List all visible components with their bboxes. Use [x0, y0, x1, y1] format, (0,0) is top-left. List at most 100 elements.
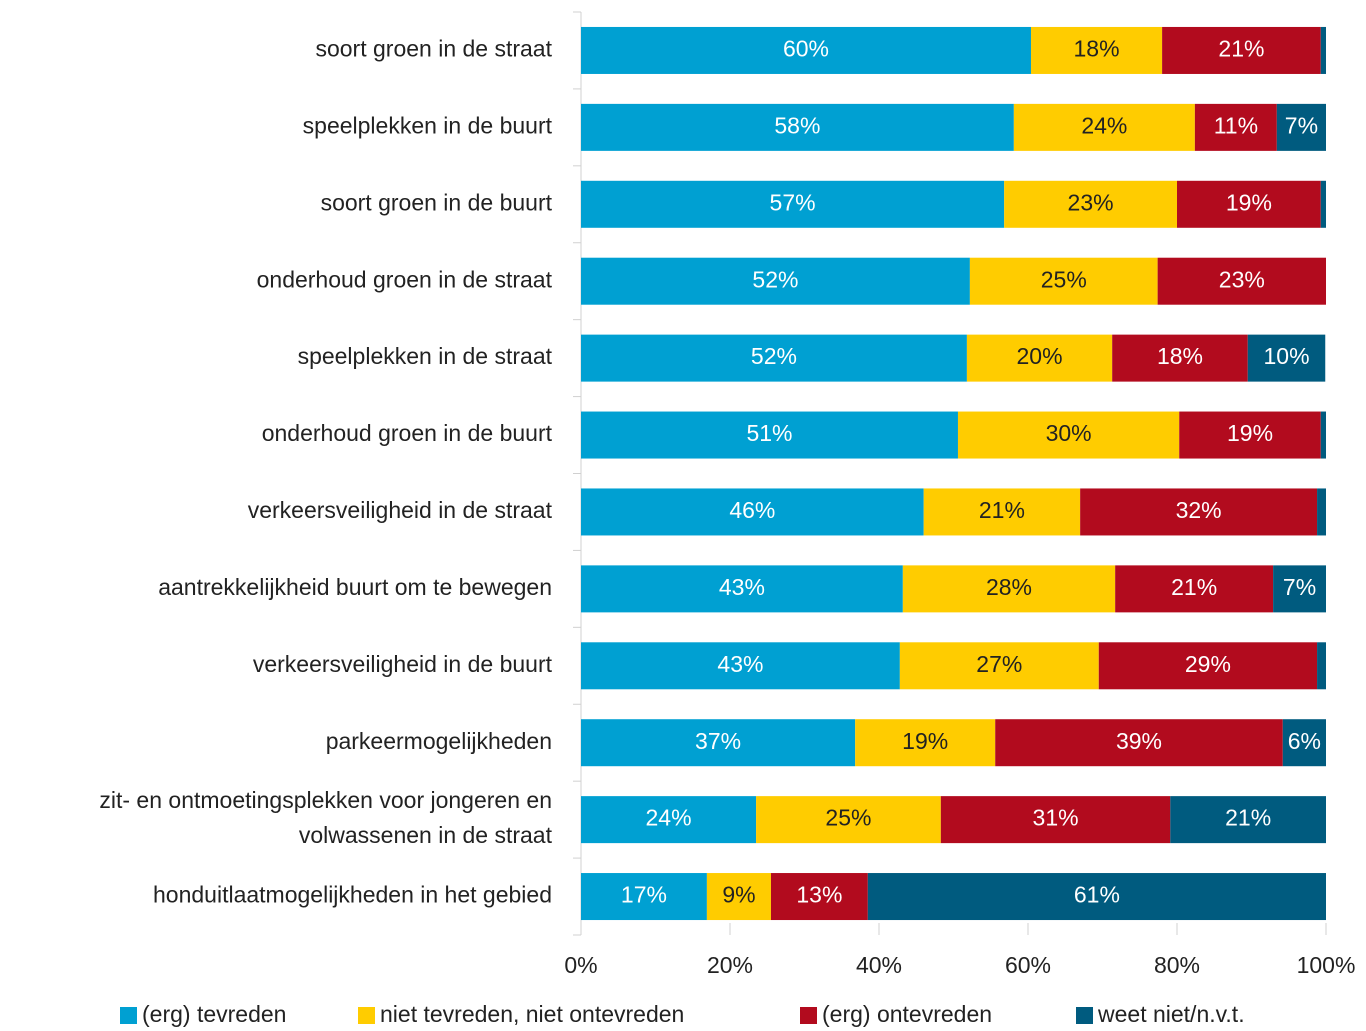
bar-value-label: 7% — [1285, 112, 1318, 138]
legend-label: niet tevreden, niet ontevreden — [380, 1001, 684, 1027]
bar-segment — [581, 180, 1005, 228]
bar-value-label: 21% — [979, 497, 1025, 523]
bar-value-label: 46% — [729, 497, 775, 523]
bar-value-label: 61% — [1074, 882, 1120, 908]
bar-segment — [770, 873, 868, 921]
bar-segment — [1320, 180, 1326, 228]
bar-value-label: 52% — [751, 343, 797, 369]
category-label: verkeersveiligheid in de buurt — [253, 651, 553, 677]
bar-segment — [995, 719, 1283, 767]
bar-value-label: 19% — [902, 728, 948, 754]
bar-segment — [581, 719, 856, 767]
legend-label: weet niet/n.v.t. — [1097, 1001, 1245, 1027]
bar-segment — [581, 411, 958, 459]
bar-value-label: 21% — [1225, 805, 1271, 831]
bar-value-label: 52% — [752, 266, 798, 292]
bar-segment — [923, 488, 1081, 536]
bar-segment — [581, 26, 1031, 74]
bar-segment — [1276, 103, 1326, 151]
bar-value-label: 21% — [1218, 36, 1264, 62]
bar-value-label: 9% — [722, 882, 755, 908]
bar-segment — [1273, 565, 1326, 613]
bar-value-label: 29% — [1185, 651, 1231, 677]
bar-value-label: 18% — [1157, 343, 1203, 369]
bar-value-label: 24% — [646, 805, 692, 831]
bar-segment — [756, 796, 941, 844]
bar-segment — [1013, 103, 1195, 151]
bar-value-label: 37% — [695, 728, 741, 754]
bar-segment — [1004, 180, 1177, 228]
bar-segment — [1317, 488, 1326, 536]
category-label: onderhoud groen in de buurt — [262, 420, 553, 446]
bar-value-label: 25% — [1041, 266, 1087, 292]
legend-swatch — [120, 1007, 137, 1024]
bar-segment — [581, 873, 707, 921]
bar-value-label: 30% — [1046, 420, 1092, 446]
bar-value-label: 21% — [1171, 574, 1217, 600]
category-label: speelplekken in de straat — [298, 343, 553, 369]
bar-value-label: 13% — [796, 882, 842, 908]
bar-value-label: 32% — [1176, 497, 1222, 523]
x-tick-label: 80% — [1154, 952, 1200, 978]
x-tick-label: 40% — [856, 952, 902, 978]
legend-label: (erg) tevreden — [142, 1001, 286, 1027]
category-label: soort groen in de straat — [315, 36, 552, 62]
bar-value-label: 11% — [1214, 112, 1258, 138]
bar-segment — [966, 334, 1113, 382]
bar-value-label: 58% — [774, 112, 820, 138]
bar-segment — [581, 103, 1014, 151]
bar-segment — [1112, 334, 1248, 382]
legend-label: (erg) ontevreden — [822, 1001, 992, 1027]
bar-value-label: 23% — [1068, 189, 1114, 215]
bar-segment — [581, 642, 900, 690]
category-label: onderhoud groen in de straat — [257, 266, 553, 292]
bar-segment — [957, 411, 1180, 459]
bar-value-label: 57% — [770, 189, 816, 215]
bar-segment — [1247, 334, 1326, 382]
bar-segment — [1030, 26, 1163, 74]
bar-value-label: 25% — [825, 805, 871, 831]
category-label: aantrekkelijkheid buurt om te bewegen — [158, 574, 552, 600]
bar-value-label: 60% — [783, 36, 829, 62]
bar-value-label: 28% — [986, 574, 1032, 600]
bar-segment — [1157, 257, 1326, 305]
bar-value-label: 23% — [1219, 266, 1265, 292]
bar-segment — [581, 796, 757, 844]
bar-value-label: 39% — [1116, 728, 1162, 754]
category-label-line: zit- en ontmoetingsplekken voor jongeren… — [99, 787, 552, 813]
bar-segment — [940, 796, 1171, 844]
category-label: zit- en ontmoetingsplekken voor jongeren… — [99, 787, 552, 848]
bar-segment — [581, 334, 967, 382]
bar-value-label: 43% — [719, 574, 765, 600]
bar-segment — [855, 719, 996, 767]
legend-swatch — [800, 1007, 817, 1024]
bar-segment — [1162, 26, 1321, 74]
bar-segment — [581, 257, 970, 305]
bar-segment — [867, 873, 1326, 921]
bar-segment — [706, 873, 771, 921]
bar-value-label: 24% — [1081, 112, 1127, 138]
bar-segment — [1115, 565, 1274, 613]
bar-segment — [581, 488, 924, 536]
bar-segment — [1194, 103, 1277, 151]
bar-segment — [902, 565, 1116, 613]
category-label: speelplekken in de buurt — [303, 112, 553, 138]
bar-value-label: 51% — [746, 420, 792, 446]
bar-value-label: 17% — [621, 882, 667, 908]
bar-segment — [1170, 796, 1326, 844]
x-tick-label: 100% — [1297, 952, 1356, 978]
bar-value-label: 10% — [1263, 343, 1309, 369]
x-tick-label: 60% — [1005, 952, 1051, 978]
category-label: honduitlaatmogelijkheden in het gebied — [153, 882, 552, 908]
bar-value-label: 27% — [976, 651, 1022, 677]
bar-segment — [1179, 411, 1321, 459]
bar-segment — [1177, 180, 1321, 228]
bar-segment — [1282, 719, 1326, 767]
legend-swatch — [1076, 1007, 1093, 1024]
category-label: soort groen in de buurt — [321, 189, 553, 215]
bar-value-label: 43% — [717, 651, 763, 677]
bar-segment — [1320, 26, 1326, 74]
category-label: verkeersveiligheid in de straat — [248, 497, 553, 523]
bar-value-label: 6% — [1288, 728, 1321, 754]
